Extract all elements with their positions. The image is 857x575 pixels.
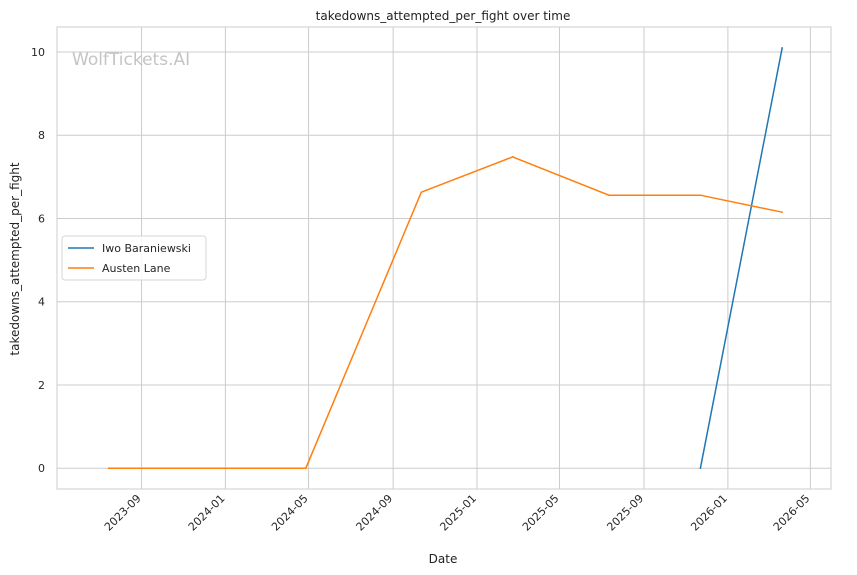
data-point [511, 156, 514, 158]
x-tick-label: 2025-09 [604, 492, 646, 534]
data-point [608, 194, 610, 196]
x-tick-label: 2025-05 [520, 492, 562, 534]
x-tick-label: 2025-01 [437, 492, 479, 534]
x-tick-label: 2026-05 [771, 492, 813, 534]
y-axis-label: takedowns_attempted_per_fight [8, 162, 22, 355]
legend: Iwo Baraniewski Austen Lane [61, 235, 207, 281]
legend-box [61, 235, 207, 281]
y-tick-label: 0 [38, 462, 45, 475]
x-tick-label: 2023-09 [102, 492, 144, 534]
data-point [699, 194, 702, 196]
series-line-iwo-baraniewski [699, 47, 783, 469]
y-tick-label: 2 [38, 379, 45, 392]
y-tick-label: 6 [38, 212, 45, 225]
x-tick-label: 2024-09 [354, 492, 396, 534]
data-point [781, 211, 783, 214]
series-austen-lane [107, 156, 783, 469]
axes-frame [56, 26, 832, 490]
watermark: WolfTickets.AI [72, 50, 190, 70]
x-tick-label: 2024-05 [269, 492, 311, 534]
data-point [699, 467, 702, 469]
series-layer [107, 47, 783, 469]
y-axis-ticks: 0 2 4 6 8 10 [31, 46, 45, 475]
x-tick-label: 2024-01 [186, 492, 228, 534]
legend-label: Iwo Baraniewski [102, 242, 191, 255]
axes-border [56, 26, 832, 490]
x-tick-label: 2026-01 [688, 492, 730, 534]
x-axis-label: Date [429, 552, 458, 566]
y-tick-label: 8 [38, 129, 45, 142]
chart-title: takedowns_attempted_per_fight over time [316, 9, 571, 23]
data-point [107, 467, 110, 469]
x-axis-ticks: 2023-09 2024-01 2024-05 2024-09 2025-01 2025-… [102, 492, 813, 534]
series-iwo-baraniewski [699, 47, 783, 469]
data-point [420, 191, 423, 194]
data-point [781, 47, 783, 49]
legend-label: Austen Lane [102, 262, 171, 275]
data-point [305, 467, 307, 469]
y-tick-label: 10 [31, 46, 45, 59]
y-tick-label: 4 [38, 296, 45, 309]
